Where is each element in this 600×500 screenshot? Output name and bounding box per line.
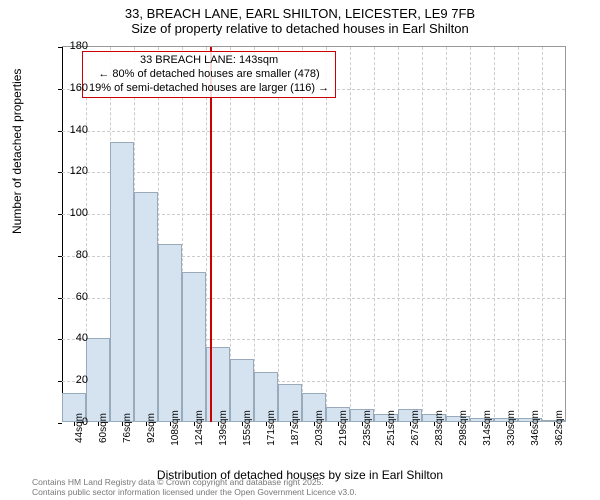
x-tick-label: 346sqm (530, 410, 541, 446)
x-tick-label: 139sqm (218, 410, 229, 446)
grid-line-v (494, 47, 495, 422)
x-tick-label: 108sqm (170, 410, 181, 446)
x-tick-label: 283sqm (434, 410, 445, 446)
annotation-line: ← 80% of detached houses are smaller (47… (89, 68, 329, 82)
x-tick-label: 44sqm (74, 413, 85, 443)
chart-plot-area: 33 BREACH LANE: 143sqm← 80% of detached … (62, 46, 566, 422)
y-tick-label: 120 (60, 165, 88, 177)
x-tick-label: 251sqm (386, 410, 397, 446)
x-tick-label: 330sqm (506, 410, 517, 446)
grid-line-v (422, 47, 423, 422)
y-axis-line (62, 47, 63, 422)
chart-title-block: 33, BREACH LANE, EARL SHILTON, LEICESTER… (0, 0, 600, 36)
y-tick-label: 160 (60, 82, 88, 94)
grid-line-h (62, 172, 565, 173)
y-tick-label: 60 (60, 291, 88, 303)
title-subtitle: Size of property relative to detached ho… (0, 21, 600, 36)
grid-line-v (350, 47, 351, 422)
x-tick-label: 314sqm (482, 410, 493, 446)
annotation-line: 33 BREACH LANE: 143sqm (89, 54, 329, 68)
footer-attribution: Contains HM Land Registry data © Crown c… (32, 478, 357, 498)
y-tick-label: 40 (60, 332, 88, 344)
footer-line2: Contains public sector information licen… (32, 488, 357, 498)
histogram-bar (158, 244, 182, 422)
grid-line-v (518, 47, 519, 422)
grid-line-h (62, 131, 565, 132)
x-tick-label: 187sqm (290, 410, 301, 446)
x-tick-label: 298sqm (458, 410, 469, 446)
reference-marker-line (210, 47, 212, 422)
y-axis-title: Number of detached properties (10, 69, 24, 234)
grid-line-v (302, 47, 303, 422)
histogram-bar (134, 192, 158, 422)
grid-line-v (446, 47, 447, 422)
y-tick-label: 180 (60, 40, 88, 52)
grid-line-v (326, 47, 327, 422)
x-tick-label: 219sqm (338, 410, 349, 446)
y-tick-label: 80 (60, 249, 88, 261)
grid-line-v (398, 47, 399, 422)
x-tick-label: 60sqm (98, 413, 109, 443)
x-tick-label: 76sqm (122, 413, 133, 443)
grid-line-v (278, 47, 279, 422)
annotation-line: 19% of semi-detached houses are larger (… (89, 82, 329, 96)
title-address: 33, BREACH LANE, EARL SHILTON, LEICESTER… (0, 6, 600, 21)
x-tick-label: 171sqm (266, 410, 277, 446)
histogram-bar (110, 142, 134, 422)
x-tick-label: 362sqm (554, 410, 565, 446)
x-tick-label: 124sqm (194, 410, 205, 446)
x-tick-label: 267sqm (410, 410, 421, 446)
histogram-bar (86, 338, 110, 422)
y-tick-label: 100 (60, 207, 88, 219)
y-tick-label: 140 (60, 124, 88, 136)
grid-line-v (470, 47, 471, 422)
annotation-box: 33 BREACH LANE: 143sqm← 80% of detached … (82, 51, 336, 98)
grid-line-v (374, 47, 375, 422)
x-tick-label: 203sqm (314, 410, 325, 446)
grid-line-v (254, 47, 255, 422)
grid-line-v (542, 47, 543, 422)
x-tick-label: 155sqm (242, 410, 253, 446)
y-tick-label: 20 (60, 374, 88, 386)
x-tick-label: 235sqm (362, 410, 373, 446)
histogram-bar (182, 272, 206, 422)
x-tick-label: 92sqm (146, 413, 157, 443)
